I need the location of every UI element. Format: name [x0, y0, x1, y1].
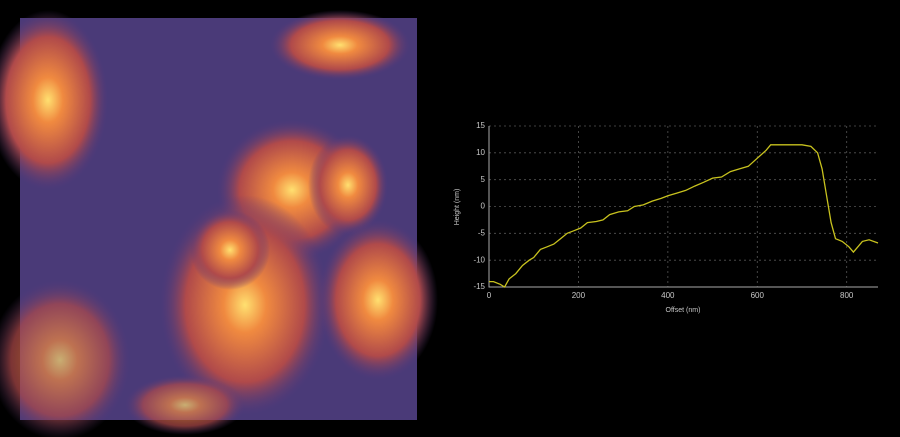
y-tick-label: 15 — [476, 121, 485, 130]
x-axis-label: Offset (nm) — [666, 307, 701, 314]
x-tick-label: 200 — [572, 291, 586, 300]
y-tick-label: 0 — [481, 202, 486, 211]
afm-peak — [190, 210, 270, 290]
x-tick-label: 400 — [661, 291, 675, 300]
axis-frame — [488, 126, 878, 288]
x-tick-label: 600 — [751, 291, 765, 300]
afm-peak — [270, 10, 410, 80]
afm-peak — [308, 135, 388, 235]
afm-peak — [318, 220, 438, 380]
afm-peak — [0, 10, 108, 190]
y-tick-label: -15 — [473, 282, 485, 291]
afm-peak — [0, 280, 130, 437]
afm-peak — [125, 375, 245, 435]
afm-image — [0, 10, 438, 437]
y-tick-label: -5 — [478, 228, 486, 237]
y-tick-label: -10 — [473, 255, 485, 264]
y-tick-label: 5 — [481, 175, 486, 184]
x-tick-label: 0 — [487, 291, 492, 300]
y-tick-label: 10 — [476, 148, 485, 157]
x-tick-label: 800 — [840, 291, 854, 300]
y-axis-label: Height (nm) — [454, 189, 461, 226]
line-series — [489, 144, 879, 288]
